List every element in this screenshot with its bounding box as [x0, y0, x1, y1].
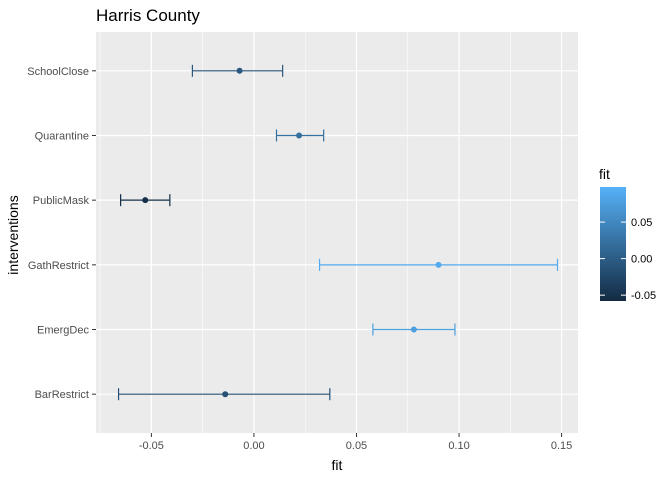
- x-tick-label: 0.05: [346, 440, 367, 452]
- y-tick-label: EmergDec: [37, 325, 89, 337]
- plot-panel: [96, 32, 578, 433]
- legend: fit 0.05 0.00 -0.05: [599, 166, 656, 302]
- legend-tick-label: 0.00: [631, 254, 652, 266]
- y-tick-label: GathRestrict: [28, 260, 89, 272]
- x-tick-label: -0.05: [139, 440, 164, 452]
- x-tick-label: 0.00: [243, 440, 264, 452]
- point-PublicMask: [142, 197, 149, 204]
- y-tick-label: Quarantine: [35, 130, 89, 142]
- point-Quarantine: [296, 132, 303, 139]
- point-BarRestrict: [222, 391, 229, 398]
- legend-tick-label: -0.05: [631, 290, 656, 302]
- chart-title: Harris County: [96, 6, 200, 25]
- point-SchoolClose: [236, 67, 243, 74]
- axes: -0.05 0.00 0.05 0.10 0.15 BarRestrict EmergDec…: [27, 66, 572, 452]
- legend-ticks: 0.05 0.00 -0.05: [600, 217, 656, 302]
- y-tick-label: BarRestrict: [35, 389, 89, 401]
- x-tick-label: 0.15: [551, 440, 572, 452]
- point-EmergDec: [410, 326, 417, 333]
- point-GathRestrict: [435, 261, 442, 268]
- legend-title: fit: [599, 166, 610, 182]
- y-tick-label: PublicMask: [33, 195, 90, 207]
- x-axis-title: fit: [332, 457, 343, 473]
- legend-tick-label: 0.05: [631, 217, 652, 229]
- x-tick-label: 0.10: [448, 440, 469, 452]
- y-axis-title: interventions: [5, 195, 21, 274]
- legend-colorbar: [600, 187, 626, 301]
- y-tick-label: SchoolClose: [27, 66, 89, 78]
- data-marks: [117, 64, 559, 401]
